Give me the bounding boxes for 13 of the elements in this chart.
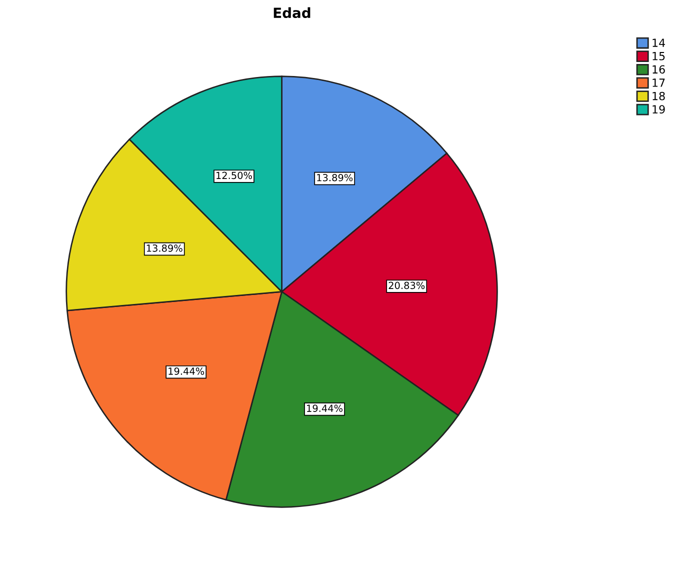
data-label: 20.83% xyxy=(388,282,425,290)
legend-label: 19 xyxy=(652,105,665,114)
legend-label: 16 xyxy=(652,65,665,74)
data-label: 12.50% xyxy=(216,172,252,180)
data-label: 19.44% xyxy=(307,404,343,412)
legend-label: 15 xyxy=(652,52,665,60)
data-label: 13.89% xyxy=(317,174,353,182)
legend-label: 18 xyxy=(652,92,665,100)
legend-label: 14 xyxy=(652,38,665,47)
data-label: 13.89% xyxy=(146,244,182,252)
chart-title: Edad xyxy=(274,7,310,18)
data-label: 19.44% xyxy=(168,368,204,375)
legend-label: 17 xyxy=(652,78,665,87)
